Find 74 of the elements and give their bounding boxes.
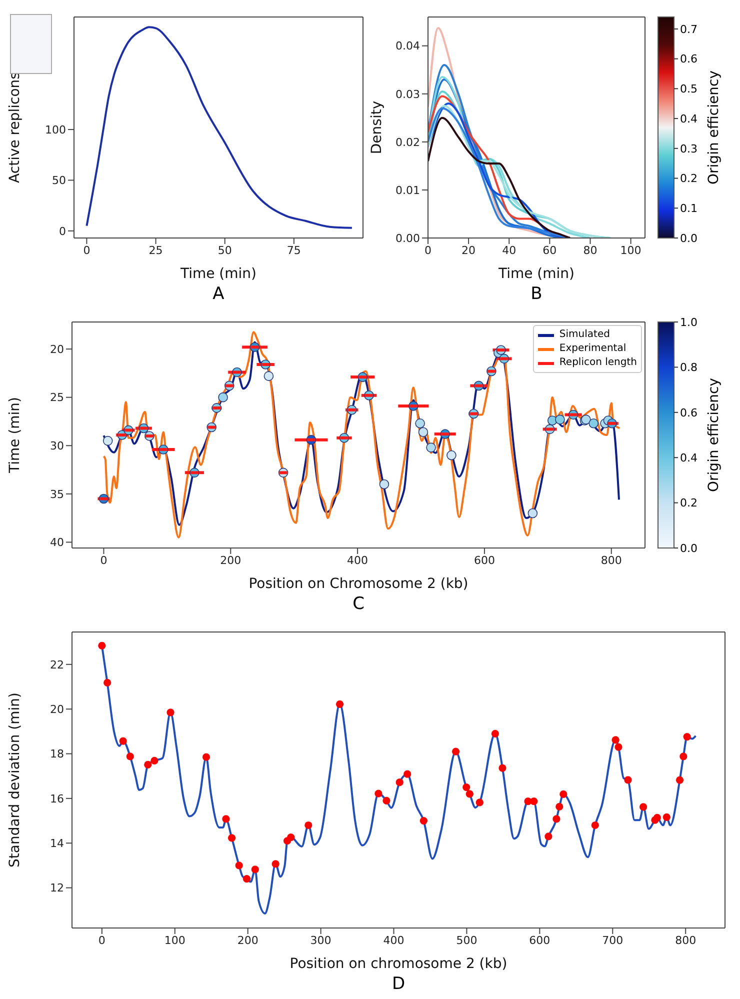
- legend-label: Experimental: [559, 342, 626, 356]
- color-bar-title: Origin efficiency: [706, 378, 722, 492]
- y-tick-label: 30: [50, 440, 64, 453]
- x-tick-label: 400: [347, 554, 368, 567]
- y-tick-label: 35: [50, 488, 64, 501]
- legend-label: Replicon length: [559, 356, 637, 370]
- y-axis-title: Density: [368, 100, 385, 154]
- color-bar-title: Origin efficiency: [706, 70, 722, 184]
- y-tick-label: 50: [52, 174, 66, 188]
- y-tick-label: 25: [50, 391, 64, 404]
- y-tick-label: 16: [50, 792, 64, 806]
- color-bar-label: 0.0: [680, 232, 698, 245]
- color-bar-label: 0.6: [680, 52, 698, 66]
- y-axis-title: Standard deviation (min): [6, 692, 23, 868]
- y-tick-label: 18: [50, 748, 64, 761]
- y-tick-label: 0: [59, 224, 66, 238]
- x-tick-label: 0: [100, 554, 108, 567]
- y-tick-label: 100: [45, 123, 66, 136]
- x-tick-label: 40: [502, 244, 516, 257]
- x-tick-label: 0: [424, 244, 432, 257]
- x-tick-label: 0: [83, 244, 90, 257]
- color-bar-label: 0.2: [680, 496, 698, 510]
- x-tick-label: 100: [164, 934, 186, 947]
- x-tick-label: 50: [218, 244, 232, 257]
- legend-label: Simulated: [559, 328, 610, 342]
- x-tick-label: 800: [600, 554, 622, 567]
- x-tick-label: 700: [602, 934, 624, 947]
- color-bar-label: 0.0: [680, 542, 698, 555]
- y-axis-title: Time (min): [6, 396, 23, 474]
- x-tick-label: 800: [675, 934, 696, 947]
- x-tick-label: 500: [456, 934, 478, 947]
- text: A: [212, 284, 226, 304]
- x-tick-label: 20: [462, 244, 476, 257]
- x-axis-title: Position on Chromosome 2 (kb): [248, 576, 468, 592]
- x-tick-label: 400: [383, 934, 404, 947]
- x-tick-label: 100: [620, 244, 642, 257]
- color-bar-label: 0.3: [680, 142, 698, 156]
- text: C: [352, 594, 366, 614]
- y-tick-label: 0.04: [396, 40, 420, 53]
- y-tick-label: 22: [50, 658, 64, 672]
- x-tick-label: 75: [286, 244, 301, 257]
- x-tick-label: 600: [474, 554, 495, 567]
- y-tick-label: 20: [50, 702, 64, 716]
- color-bar-label: 0.7: [680, 22, 698, 36]
- x-tick-label: 200: [237, 934, 258, 947]
- y-tick-label: 14: [50, 837, 64, 850]
- color-bar-label: 0.1: [680, 202, 698, 215]
- x-tick-label: 25: [148, 244, 163, 257]
- x-tick-label: 300: [310, 934, 332, 947]
- x-axis-title: Time (min): [179, 266, 257, 282]
- x-axis-title: Position on chromosome 2 (kb): [290, 956, 508, 972]
- text: B: [530, 284, 544, 304]
- y-tick-label: 0.01: [396, 184, 420, 197]
- x-tick-label: 60: [542, 244, 557, 257]
- color-bar-label: 0.2: [680, 172, 698, 186]
- color-bar-label: 0.8: [680, 361, 698, 374]
- color-bar-label: 0.5: [680, 82, 698, 96]
- y-tick-label: 0.02: [396, 136, 420, 149]
- x-tick-label: 0: [98, 934, 106, 947]
- color-bar-label: 0.6: [680, 406, 698, 420]
- color-bar-label: 0.4: [680, 451, 698, 464]
- y-tick-label: 0.03: [396, 88, 420, 101]
- color-bar-label: 1.0: [680, 316, 698, 329]
- y-axis-title: Active replicons: [6, 72, 23, 183]
- x-tick-label: 200: [220, 554, 242, 567]
- x-tick-label: 600: [529, 934, 550, 947]
- y-tick-label: 20: [50, 342, 64, 356]
- color-bar-label: 0.4: [680, 112, 698, 126]
- text: D: [390, 974, 406, 994]
- y-tick-label: 0.00: [396, 232, 420, 245]
- y-tick-label: 12: [50, 882, 64, 895]
- x-axis-title: Time (min): [497, 266, 575, 282]
- y-tick-label: 40: [50, 536, 64, 550]
- x-tick-label: 80: [583, 244, 598, 257]
